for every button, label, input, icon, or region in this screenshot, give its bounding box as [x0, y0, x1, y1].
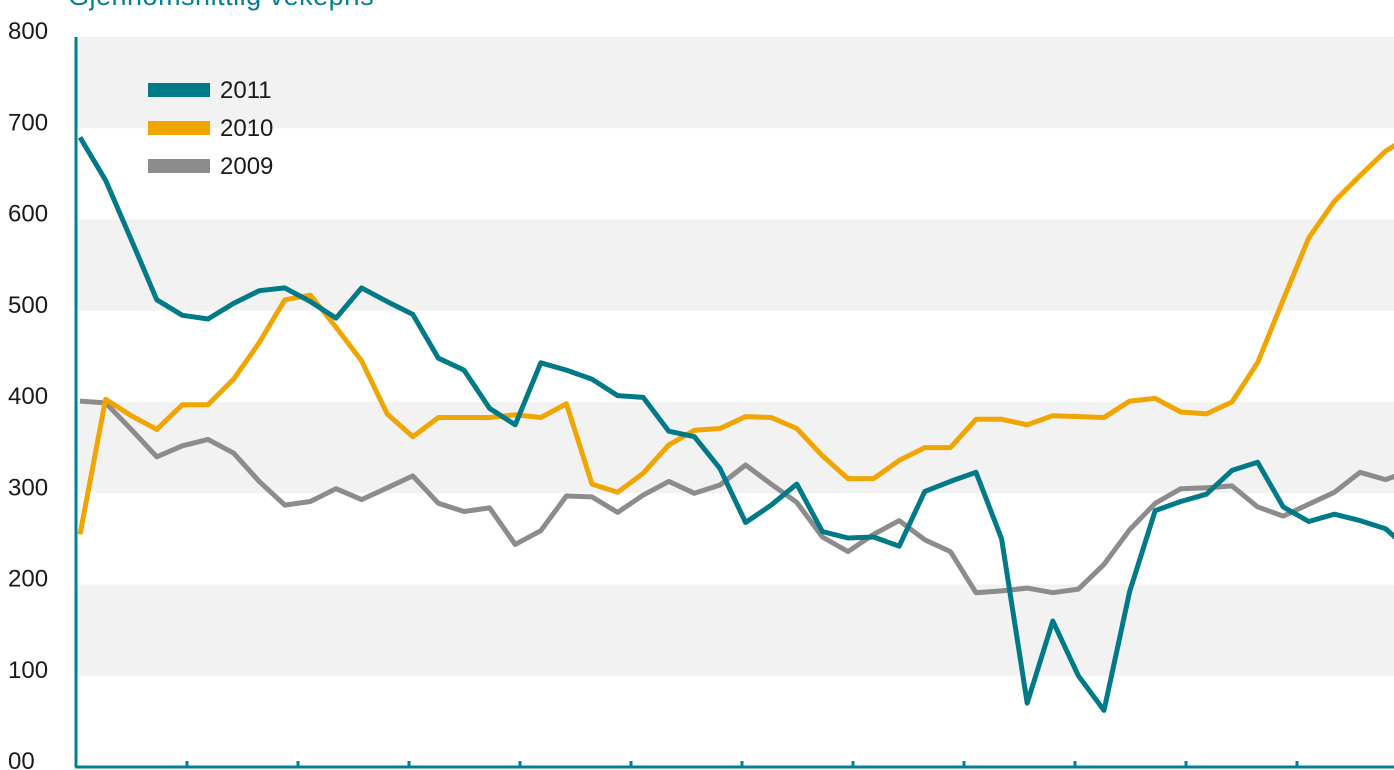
y-tick-label: 600: [8, 201, 48, 228]
y-tick-label: 400: [8, 383, 48, 410]
grid-band: [76, 37, 1394, 129]
legend-label-2011: 2011: [220, 77, 272, 104]
y-axis-tick-labels: 00 100 200 300 400 500 600 700 800: [8, 18, 48, 770]
legend-label-2010: 2010: [220, 115, 273, 142]
grid-bands: [76, 37, 1394, 676]
chart-title: Gjennomsnittlig vekepris: [68, 0, 374, 11]
legend-label-2009: 2009: [220, 153, 273, 180]
legend-swatch-2010: [148, 121, 210, 135]
y-tick-label: 200: [8, 566, 48, 593]
y-tick-label: 800: [8, 18, 48, 45]
grid-band: [76, 219, 1394, 311]
series-line-2009: [79, 398, 1394, 596]
y-tick-label: 00: [8, 748, 35, 770]
y-tick-label: 100: [8, 657, 48, 684]
grid-band: [76, 584, 1394, 676]
y-tick-label: 700: [8, 109, 48, 136]
grid-band: [76, 402, 1394, 494]
series-lines: [77, 136, 1394, 713]
legend: 2011 2010 2009: [148, 77, 273, 180]
legend-swatch-2009: [148, 159, 210, 173]
y-tick-label: 300: [8, 474, 48, 501]
series-line-2011: [77, 136, 1394, 713]
y-tick-label: 500: [8, 292, 48, 319]
legend-swatch-2011: [148, 83, 210, 97]
